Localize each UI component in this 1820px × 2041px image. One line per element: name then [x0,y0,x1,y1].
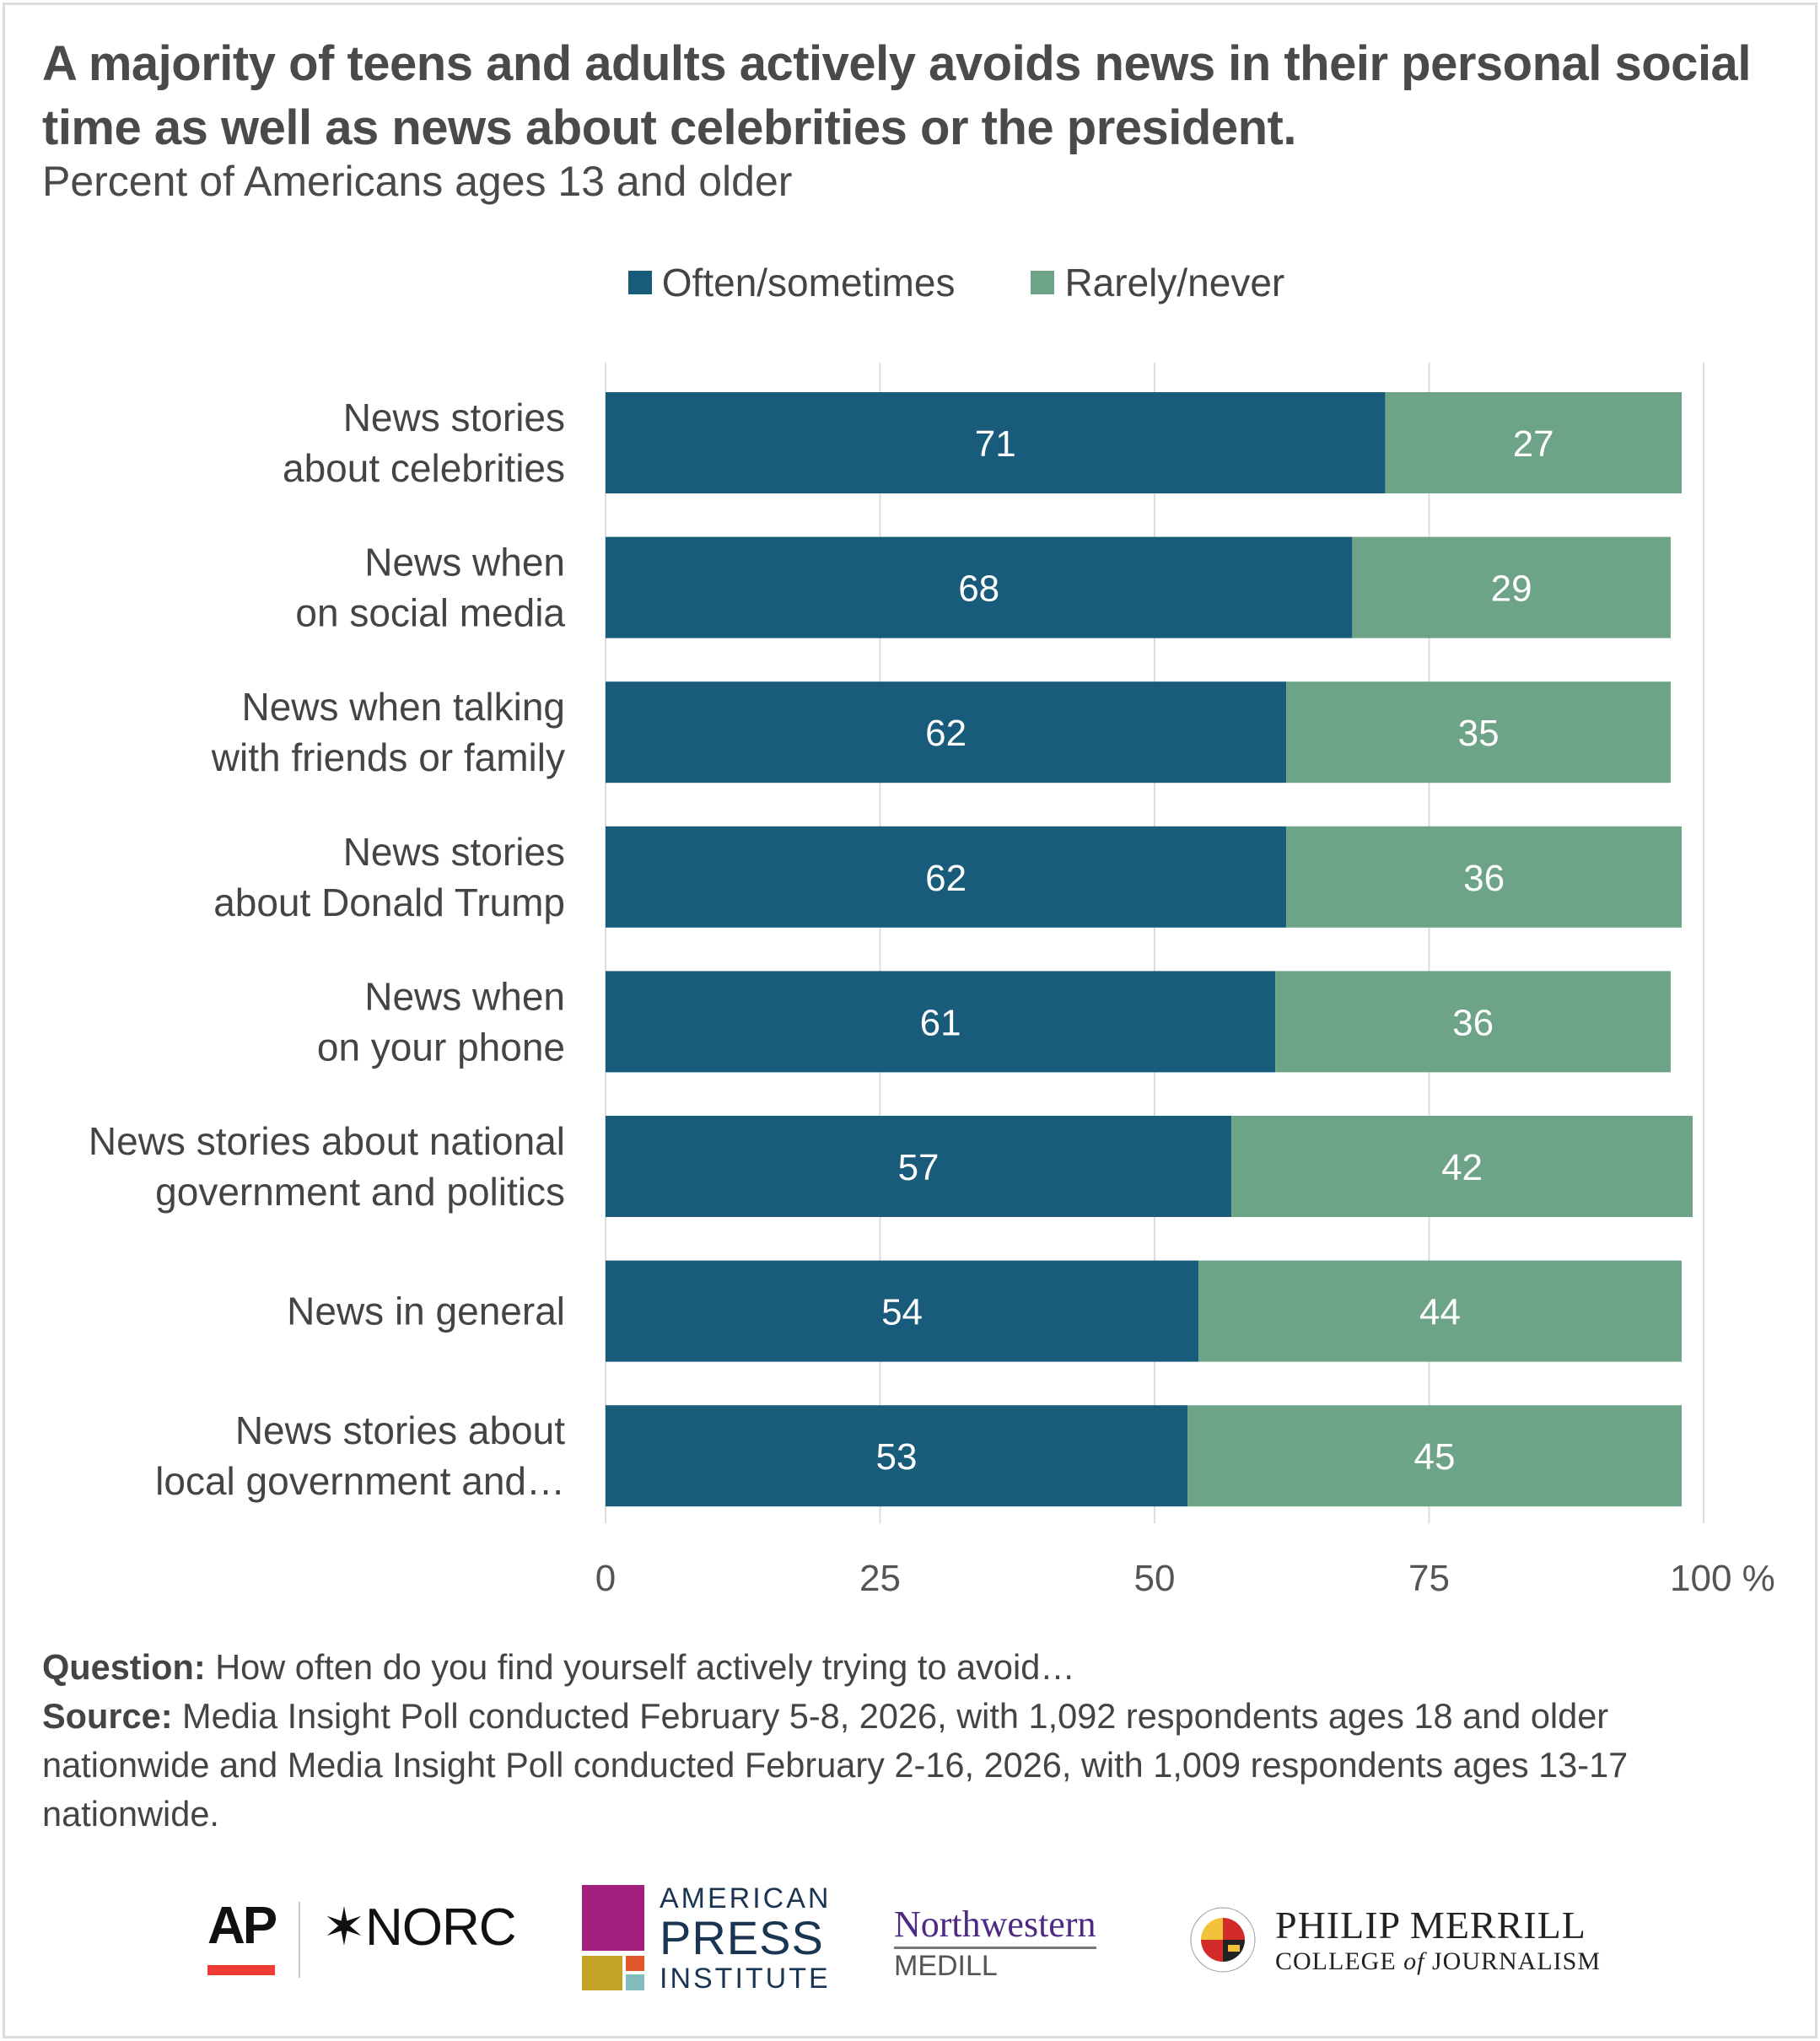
bar-rarely-never [1385,392,1682,493]
data-label: 27 [1513,423,1554,465]
category-label: local government and… [155,1459,565,1503]
merrill-college: COLLEGE [1275,1947,1404,1975]
question-label: Question: [42,1647,206,1687]
bar-often-sometimes [606,536,1353,638]
footer-notes: Question: How often do you find yourself… [42,1643,1780,1839]
data-label: 53 [876,1436,918,1478]
data-label: 45 [1414,1436,1456,1478]
data-label: 44 [1419,1292,1461,1333]
merrill-line2: COLLEGE of JOURNALISM [1275,1945,1601,1979]
logo-divider [299,1902,300,1978]
api-line1: AMERICAN [660,1882,832,1914]
bar-often-sometimes [606,1116,1232,1217]
x-tick-label: 50 [1134,1558,1176,1599]
x-tick-label: 75 [1408,1558,1450,1599]
legend-swatch-rarely [1031,271,1055,294]
bar-often-sometimes [606,826,1287,928]
ap-logo: AP [207,1897,277,1955]
data-label: 36 [1452,1002,1494,1043]
api-line2: PRESS [660,1911,824,1964]
norc-text: NORC [364,1898,517,1957]
data-label: 61 [920,1002,961,1043]
bar-rarely-never [1286,826,1682,928]
x-tick-label: 0 [595,1558,616,1599]
umd-seal-icon [1190,1907,1256,1973]
bar-rarely-never [1198,1260,1682,1362]
category-label: on social media [295,591,565,635]
bar-rarely-never [1187,1405,1682,1507]
data-label: 42 [1441,1147,1483,1188]
northwestern-text: Northwestern [894,1904,1096,1949]
category-label: News when talking [241,685,565,729]
data-label: 29 [1491,568,1532,610]
data-label: 68 [958,568,999,610]
bar-often-sometimes [606,1405,1188,1507]
legend-swatch-often [627,271,652,294]
category-label: News when [364,974,565,1018]
data-label: 54 [881,1292,923,1333]
bar-often-sometimes [606,971,1276,1073]
bar-often-sometimes [606,681,1287,784]
northwestern-medill-logo: Northwestern MEDILL [894,1904,1096,1983]
chart-title: A majority of teens and adults actively … [42,36,1751,155]
bar-rarely-never [1286,681,1671,784]
data-label: 36 [1463,858,1505,899]
data-label: 57 [898,1147,940,1188]
legend-item-rarely: Rarely/never [1031,260,1284,305]
category-label: about Donald Trump [213,880,565,924]
legend: Often/sometimes Rarely/never [0,260,1820,305]
api-blocks-icon [582,1885,644,1990]
category-label: on your phone [317,1025,565,1069]
category-label: News when [364,541,565,584]
data-label: 62 [925,858,967,899]
source-text: Media Insight Poll conducted February 5-… [42,1696,1629,1834]
api-logo-text: AMERICAN PRESS INSTITUTE [660,1882,831,1995]
category-label: News stories about [235,1408,565,1452]
source-label: Source: [42,1696,173,1736]
api-line3: INSTITUTE [660,1963,831,1995]
data-label: 35 [1458,713,1500,754]
category-label: about celebrities [283,446,565,490]
category-label: News in general [287,1290,565,1333]
bar-rarely-never [1275,971,1671,1073]
bar-rarely-never [1231,1116,1693,1217]
category-label: government and politics [155,1170,565,1214]
bar-chart: 0 25 50 75 100 % 71 27 News stories about celebr… [89,363,1775,1599]
logos-row: AP ✶NORC AMERICAN PRESS INSTITUTE Northw… [0,1872,1820,2007]
ap-logo-underline [207,1965,275,1975]
merrill-line1: PHILIP MERRILL [1275,1904,1586,1947]
bar-rarely-never [1352,536,1671,638]
merrill-journalism: JOURNALISM [1424,1947,1602,1975]
question-note: Question: How often do you find yourself… [42,1643,1780,1692]
category-label: with friends or family [211,735,565,779]
chart-frame [3,3,1817,2038]
category-label: News stories about national [89,1119,565,1163]
question-text: How often do you find yourself actively … [205,1647,1075,1687]
data-label: 71 [975,423,1016,465]
legend-item-often: Often/sometimes [627,260,956,305]
norc-star-icon: ✶ [322,1898,366,1957]
source-note: Source: Media Insight Poll conducted Feb… [42,1692,1780,1839]
legend-label-rarely: Rarely/never [1064,261,1285,304]
data-label: 62 [925,713,967,754]
chart-subtitle: Percent of Americans ages 13 and older [42,158,793,205]
category-label: News stories [343,830,565,874]
x-tick-label: 100 % [1670,1558,1775,1599]
norc-logo: ✶NORC [322,1896,517,1958]
bar-often-sometimes [606,392,1386,493]
medill-text: MEDILL [894,1950,998,1982]
philip-merrill-logo: PHILIP MERRILL COLLEGE of JOURNALISM [1275,1906,1601,1979]
x-tick-label: 25 [859,1558,901,1599]
bar-often-sometimes [606,1260,1199,1362]
legend-label-often: Often/sometimes [661,261,956,304]
merrill-of: of [1403,1947,1425,1975]
category-label: News stories [343,396,565,439]
